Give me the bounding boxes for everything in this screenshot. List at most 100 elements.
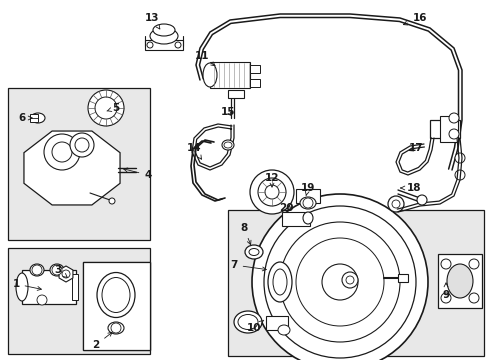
Text: 7: 7 (230, 260, 266, 271)
Circle shape (440, 259, 450, 269)
Text: 10: 10 (246, 320, 263, 333)
Text: 18: 18 (400, 183, 420, 193)
Bar (227, 90, 244, 98)
Ellipse shape (108, 322, 124, 334)
Ellipse shape (446, 264, 472, 298)
Polygon shape (24, 131, 120, 205)
Circle shape (52, 142, 72, 162)
Circle shape (258, 178, 285, 206)
Ellipse shape (222, 140, 234, 150)
Bar (72, 274, 78, 300)
Circle shape (264, 206, 415, 358)
Circle shape (32, 265, 42, 275)
Bar (282, 212, 309, 226)
Ellipse shape (31, 113, 45, 123)
Ellipse shape (278, 325, 289, 335)
Circle shape (416, 195, 426, 205)
Ellipse shape (153, 24, 175, 36)
Bar (8, 88, 150, 240)
Ellipse shape (50, 264, 64, 276)
Circle shape (295, 238, 383, 326)
Bar (83, 262, 150, 350)
Circle shape (387, 196, 403, 212)
Circle shape (321, 264, 357, 300)
Text: 11: 11 (194, 51, 215, 66)
Ellipse shape (299, 197, 315, 209)
Text: 8: 8 (240, 223, 250, 244)
Text: 19: 19 (300, 183, 315, 196)
Bar (249, 65, 260, 73)
Circle shape (468, 259, 478, 269)
Text: 20: 20 (278, 203, 293, 213)
Ellipse shape (244, 245, 263, 259)
Bar (209, 62, 249, 88)
Bar (30, 114, 38, 122)
Text: 6: 6 (19, 113, 32, 123)
Circle shape (454, 153, 464, 163)
Bar (249, 79, 260, 87)
Circle shape (303, 198, 312, 208)
Ellipse shape (102, 278, 130, 312)
Circle shape (88, 90, 124, 126)
Circle shape (468, 293, 478, 303)
Circle shape (391, 200, 399, 208)
Polygon shape (59, 266, 73, 282)
Circle shape (147, 42, 153, 48)
Ellipse shape (30, 264, 44, 276)
Ellipse shape (16, 273, 28, 301)
Bar (22, 270, 76, 304)
Ellipse shape (248, 248, 259, 256)
Ellipse shape (303, 212, 312, 224)
Circle shape (341, 272, 357, 288)
Circle shape (251, 194, 427, 360)
Text: 2: 2 (92, 332, 112, 350)
Circle shape (70, 133, 94, 157)
Bar (8, 248, 150, 354)
Text: 16: 16 (403, 13, 427, 25)
Ellipse shape (203, 63, 217, 87)
Bar (295, 189, 319, 203)
Circle shape (109, 198, 115, 204)
Ellipse shape (224, 142, 231, 148)
Text: 12: 12 (264, 173, 279, 187)
Circle shape (95, 97, 117, 119)
Circle shape (454, 170, 464, 180)
Circle shape (175, 42, 181, 48)
Ellipse shape (238, 315, 258, 329)
Bar (439, 116, 457, 142)
Circle shape (264, 185, 279, 199)
Bar (397, 274, 407, 282)
Text: 1: 1 (12, 279, 41, 291)
Text: 14: 14 (186, 143, 201, 159)
Circle shape (280, 222, 399, 342)
Ellipse shape (267, 262, 291, 302)
Bar (145, 40, 183, 50)
Ellipse shape (97, 273, 135, 318)
Circle shape (75, 138, 89, 152)
Circle shape (44, 134, 80, 170)
Ellipse shape (234, 311, 262, 333)
Text: 17: 17 (408, 143, 423, 153)
Circle shape (37, 295, 47, 305)
Circle shape (448, 113, 458, 123)
Circle shape (448, 129, 458, 139)
Text: 13: 13 (144, 13, 160, 29)
Text: 15: 15 (220, 107, 235, 117)
Ellipse shape (150, 28, 178, 44)
Text: 4: 4 (123, 168, 151, 180)
Circle shape (440, 293, 450, 303)
Ellipse shape (272, 269, 286, 295)
Text: 9: 9 (442, 283, 448, 300)
Circle shape (111, 323, 121, 333)
Bar (227, 210, 483, 356)
Bar (83, 262, 150, 350)
Circle shape (52, 265, 62, 275)
Bar (265, 316, 287, 330)
Text: 5: 5 (107, 103, 120, 113)
Circle shape (62, 270, 70, 278)
Bar (429, 120, 459, 138)
Bar (437, 254, 481, 308)
Circle shape (346, 276, 353, 284)
Text: 3: 3 (54, 265, 67, 278)
Circle shape (249, 170, 293, 214)
